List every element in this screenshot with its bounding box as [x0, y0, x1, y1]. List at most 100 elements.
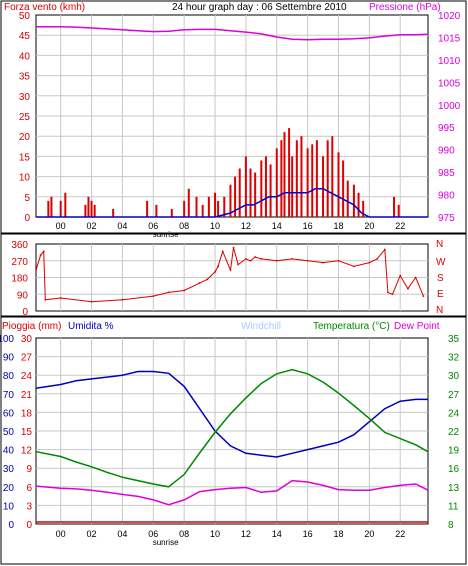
gust-bar: [47, 200, 50, 217]
gust-bar: [362, 200, 365, 217]
thermo-hour-label: 08: [179, 529, 189, 539]
rain-y-tick-label: 12: [21, 446, 33, 457]
gust-bar: [112, 208, 115, 217]
direction-point: [383, 248, 386, 251]
compass-n-bottom: N: [436, 305, 443, 316]
direction-point: [291, 257, 294, 260]
wind-hour-label: 02: [87, 221, 97, 231]
gust-bar: [64, 192, 67, 217]
gust-bar: [337, 152, 340, 217]
direction-panel-frame: [0, 233, 467, 317]
pressure-y-tick-label: 980: [438, 191, 455, 202]
gust-bar: [346, 180, 349, 217]
rain-legend-label: Pioggia (mm): [2, 321, 61, 332]
gust-bar: [269, 164, 272, 217]
gust-bar: [217, 200, 220, 217]
wind-hour-label: 22: [395, 221, 405, 231]
wind-avg-line: [36, 187, 428, 218]
pressure-y-tick-label: 1000: [438, 101, 461, 112]
gust-bar: [84, 204, 87, 217]
humidity-legend-label: Umidita %: [68, 321, 114, 332]
humidity-y-tick-label: 60: [3, 408, 15, 419]
gust-bar: [260, 160, 263, 217]
compass-w: W: [436, 257, 446, 268]
direction-point: [217, 265, 220, 268]
gust-bar: [264, 156, 267, 217]
compass-s: S: [437, 273, 444, 284]
gust-bar: [155, 204, 158, 217]
gust-bar: [207, 196, 210, 217]
gust-bar: [229, 184, 232, 217]
direction-point: [353, 265, 355, 268]
pressure-y-tick-label: 1005: [438, 78, 461, 89]
direction-point: [183, 289, 186, 292]
temp-y-tick-label: 16: [448, 464, 460, 475]
rain-y-tick-label: 24: [21, 371, 33, 382]
gust-bar: [244, 156, 247, 217]
direction-point: [90, 300, 93, 303]
pressure-y-tick-label: 1010: [438, 56, 461, 67]
gust-bar: [295, 140, 298, 217]
wind-y-tick-label: 20: [19, 132, 31, 143]
temp-y-tick-label: 13: [448, 483, 460, 494]
gust-bar: [352, 184, 355, 217]
gust-bar: [326, 140, 329, 217]
rain-y-tick-label: 18: [21, 408, 33, 419]
gust-bar: [87, 196, 90, 217]
gust-bar: [201, 204, 204, 217]
wind-hour-label: 06: [148, 221, 158, 231]
wind-y-tick-label: 35: [19, 72, 31, 83]
direction-point: [386, 291, 389, 294]
windchill-legend-label: Windchill: [241, 321, 281, 332]
gust-bar: [249, 168, 252, 217]
gust-bar: [50, 196, 53, 217]
direction-point: [260, 257, 263, 260]
temp-y-tick-label: 24: [448, 408, 460, 419]
gust-bar: [291, 156, 294, 217]
wind-hour-label: 04: [117, 221, 127, 231]
plots-layer: 0510152025303540455097598098599099510001…: [0, 11, 461, 547]
dir-y-tick-label: 270: [11, 257, 28, 268]
wind-y-tick-label: 30: [19, 92, 31, 103]
direction-point: [152, 295, 155, 298]
gust-bar: [311, 144, 314, 217]
gust-bar: [187, 188, 190, 217]
direction-point: [376, 257, 378, 260]
chart-title: 24 hour graph day : 06 Settembre 2010: [172, 2, 347, 13]
gust-bar: [397, 204, 400, 217]
humidity-y-tick-label: 40: [3, 446, 15, 457]
dir-y-tick-label: 0: [22, 307, 28, 318]
thermo-hour-label: 12: [241, 529, 251, 539]
wind-hour-label: 08: [179, 221, 189, 231]
gust-bar: [93, 204, 96, 217]
direction-point: [391, 293, 394, 296]
thermo-hour-label: 14: [272, 529, 282, 539]
direction-point: [414, 276, 417, 279]
gust-bar: [238, 168, 241, 217]
gust-bar: [300, 136, 303, 217]
pressure-y-tick-label: 990: [438, 146, 455, 157]
temp-y-tick-label: 30: [448, 371, 460, 382]
temp-y-tick-label: 35: [448, 334, 460, 345]
direction-point: [59, 297, 62, 299]
direction-point: [229, 269, 232, 271]
direction-point: [306, 259, 309, 262]
wind-sunrise-label: sunrise: [153, 230, 179, 239]
direction-point: [399, 274, 402, 277]
humidity-y-tick-label: 30: [3, 464, 15, 475]
rain-y-tick-label: 0: [26, 520, 32, 531]
temp-y-tick-label: 8: [448, 520, 454, 531]
gust-bar: [322, 156, 325, 217]
thermo-sunrise-label: sunrise: [153, 538, 179, 547]
gust-bar: [59, 200, 62, 217]
humidity-y-tick-label: 20: [3, 483, 15, 494]
compass-n-top: N: [436, 239, 443, 250]
wind-y-tick-label: 45: [19, 31, 31, 42]
humidity-y-tick-label: 90: [3, 353, 15, 364]
gust-bar: [146, 200, 149, 217]
temp-y-tick-label: 32: [448, 353, 460, 364]
wind-y-tick-label: 40: [19, 51, 31, 62]
dir-y-tick-label: 360: [11, 240, 28, 251]
